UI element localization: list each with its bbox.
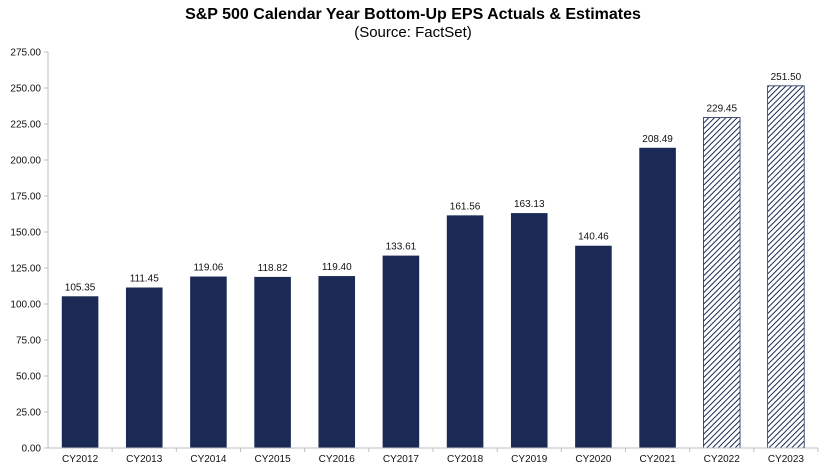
bar-estimate-cy2023 xyxy=(767,85,805,449)
y-tick-label: 250.00 xyxy=(10,84,41,95)
bar-actual-cy2017 xyxy=(382,255,420,448)
x-axis: CY2012 CY2013 CY2014 CY2015 CY2016 CY2017 CY20… xyxy=(48,447,819,465)
bar-actual-cy2014 xyxy=(190,276,227,448)
y-tick-label: 150.00 xyxy=(10,228,41,239)
data-label: 105.35 xyxy=(65,282,96,293)
data-label: 119.40 xyxy=(322,262,352,273)
x-tick-label: CY2013 xyxy=(126,454,163,465)
data-label: 119.06 xyxy=(193,263,223,274)
bar-actual-cy2019 xyxy=(510,213,548,448)
y-tick-label: 75.00 xyxy=(16,336,41,347)
data-label: 161.56 xyxy=(450,201,481,212)
x-tick-label: CY2021 xyxy=(640,454,677,465)
x-tick-label: CY2020 xyxy=(575,454,612,465)
y-tick-label: 200.00 xyxy=(10,156,41,167)
data-label: 140.46 xyxy=(578,232,609,243)
x-tick-label: CY2014 xyxy=(190,454,227,465)
bar-estimate-cy2022 xyxy=(703,117,741,449)
y-tick-label: 100.00 xyxy=(10,300,41,311)
y-tick-label: 25.00 xyxy=(16,408,41,419)
y-tick-label: 175.00 xyxy=(10,192,41,203)
data-label: 208.49 xyxy=(642,134,673,145)
data-label: 111.45 xyxy=(130,274,160,285)
bar-actual-cy2020 xyxy=(575,245,612,448)
x-tick-label: CY2019 xyxy=(511,454,548,465)
y-tick-label: 50.00 xyxy=(16,372,41,383)
x-tick-label: CY2016 xyxy=(319,454,356,465)
y-tick-label: 275.00 xyxy=(10,48,41,59)
bar-actual-cy2012 xyxy=(61,296,99,448)
x-tick-label: CY2018 xyxy=(447,454,484,465)
data-labels: 105.35 111.45 119.06 118.82 119.40 133.61 161.… xyxy=(65,72,802,293)
bar-actual-cy2021 xyxy=(639,147,676,448)
chart-subtitle: (Source: FactSet) xyxy=(354,24,472,41)
y-axis: 0.00 25.00 50.00 75.00 100.00 125.00 150.00 175… xyxy=(10,48,49,455)
data-label: 251.50 xyxy=(771,72,802,83)
bar-actual-cy2016 xyxy=(318,276,356,448)
y-tick-label: 225.00 xyxy=(10,120,41,131)
data-label: 229.45 xyxy=(706,104,737,115)
bar-actual-cy2013 xyxy=(125,287,163,448)
data-label: 133.61 xyxy=(386,242,417,253)
bars xyxy=(61,85,805,449)
y-tick-label: 125.00 xyxy=(10,264,41,275)
y-tick-label: 0.00 xyxy=(22,444,42,455)
bar-actual-cy2018 xyxy=(446,215,484,448)
x-tick-label: CY2023 xyxy=(768,454,805,465)
data-label: 163.13 xyxy=(514,199,545,210)
data-label: 118.82 xyxy=(258,263,288,274)
x-tick-label: CY2022 xyxy=(704,454,741,465)
x-tick-label: CY2017 xyxy=(383,454,420,465)
x-tick-label: CY2015 xyxy=(255,454,292,465)
chart-title: S&P 500 Calendar Year Bottom-Up EPS Actu… xyxy=(185,6,641,23)
x-tick-label: CY2012 xyxy=(62,454,99,465)
bar-actual-cy2015 xyxy=(254,276,291,448)
